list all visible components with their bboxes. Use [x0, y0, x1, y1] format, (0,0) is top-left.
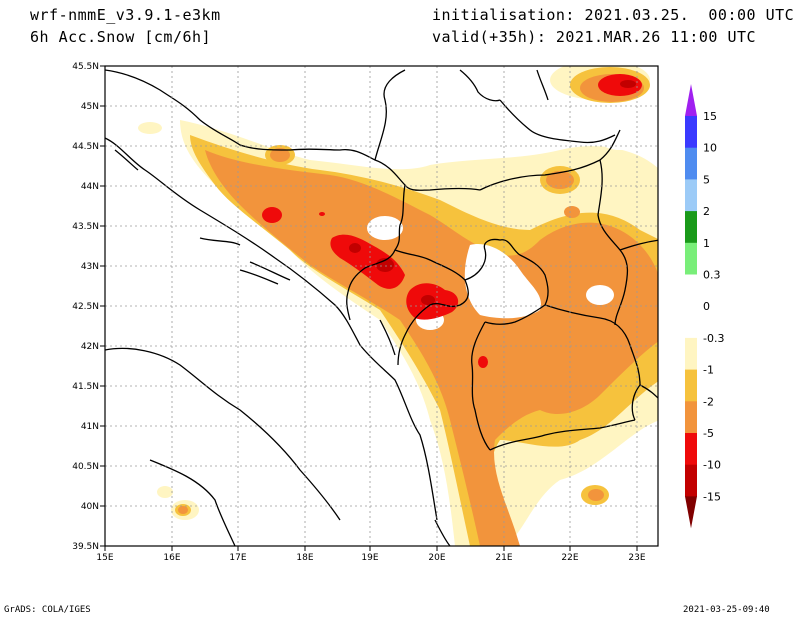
lon-label: 18E — [296, 553, 313, 563]
colorbar-label: 0 — [703, 300, 710, 313]
colorbar-label: 15 — [703, 110, 717, 123]
colorbar-swatch — [685, 242, 697, 275]
lon-label: 21E — [495, 553, 512, 563]
footer-credit: GrADS: COLA/IGES — [4, 605, 91, 615]
lat-label: 40.5N — [72, 462, 99, 472]
lon-label: 23E — [628, 553, 645, 563]
lat-label: 45N — [81, 102, 99, 112]
lat-label: 40N — [81, 502, 99, 512]
colorbar-label: -2 — [703, 395, 714, 408]
graticule — [105, 66, 658, 546]
colorbar-label: -0.3 — [703, 332, 724, 345]
colorbar-swatch — [685, 306, 697, 339]
lat-label: 42.5N — [72, 302, 99, 312]
axis-ticks — [100, 65, 638, 551]
init-time: initialisation: 2021.03.25. 00:00 UTC — [432, 6, 795, 24]
colorbar-swatch — [685, 433, 697, 466]
colorbar-label: -1 — [703, 364, 714, 377]
lat-label: 39.5N — [72, 542, 99, 552]
lat-label: 43N — [81, 262, 99, 272]
colorbar-label: 0.3 — [703, 269, 721, 282]
field-title: 6h Acc.Snow [cm/6h] — [30, 28, 212, 46]
lat-label: 41N — [81, 422, 99, 432]
colorbar-top-arrow — [685, 84, 697, 116]
colorbar-swatch — [685, 369, 697, 402]
colorbar-swatch — [685, 337, 697, 371]
valid-time: valid(+35h): 2021.MAR.26 11:00 UTC — [432, 28, 757, 46]
colorbar-label: 5 — [703, 173, 710, 186]
colorbar-label: -5 — [703, 427, 714, 440]
colorbar-label: -10 — [703, 459, 721, 472]
colorbar-swatch — [685, 147, 697, 180]
lon-label: 16E — [163, 553, 180, 563]
boundaries — [105, 69, 658, 546]
lat-label: 41.5N — [72, 382, 99, 392]
lon-label: 19E — [361, 553, 378, 563]
colorbar-swatch — [685, 179, 697, 212]
colorbar-label: 1 — [703, 237, 710, 250]
lon-labels: 15E 16E 17E 18E 19E 20E 21E 22E 23E — [96, 553, 645, 563]
snow-field — [105, 66, 658, 546]
colorbar-swatch — [685, 464, 697, 497]
colorbar-swatch — [685, 274, 697, 307]
colorbar-bottom-arrow — [685, 496, 697, 529]
colorbar-label: 10 — [703, 142, 717, 155]
model-title: wrf-nmmE_v3.9.1-e3km — [30, 6, 221, 24]
lat-label: 44.5N — [72, 142, 99, 152]
lat-label: 42N — [81, 342, 99, 352]
colorbar: 15 10 5 2 1 0.3 0 -0.3 -1 -2 -5 -10 -15 — [685, 84, 724, 529]
colorbar-label: -15 — [703, 490, 721, 503]
lon-label: 22E — [561, 553, 578, 563]
colorbar-label: 2 — [703, 205, 710, 218]
lat-label: 45.5N — [72, 62, 99, 72]
lat-label: 44N — [81, 182, 99, 192]
lon-label: 20E — [428, 553, 445, 563]
colorbar-swatch — [685, 116, 697, 149]
colorbar-swatch — [685, 401, 697, 434]
lat-label: 43.5N — [72, 222, 99, 232]
lon-label: 17E — [229, 553, 246, 563]
lon-label: 15E — [96, 553, 113, 563]
lat-labels: 45.5N 45N 44.5N 44N 43.5N 43N 42.5N 42N … — [72, 62, 99, 552]
colorbar-swatch — [685, 211, 697, 244]
footer-timestamp: 2021-03-25-09:40 — [683, 605, 770, 615]
